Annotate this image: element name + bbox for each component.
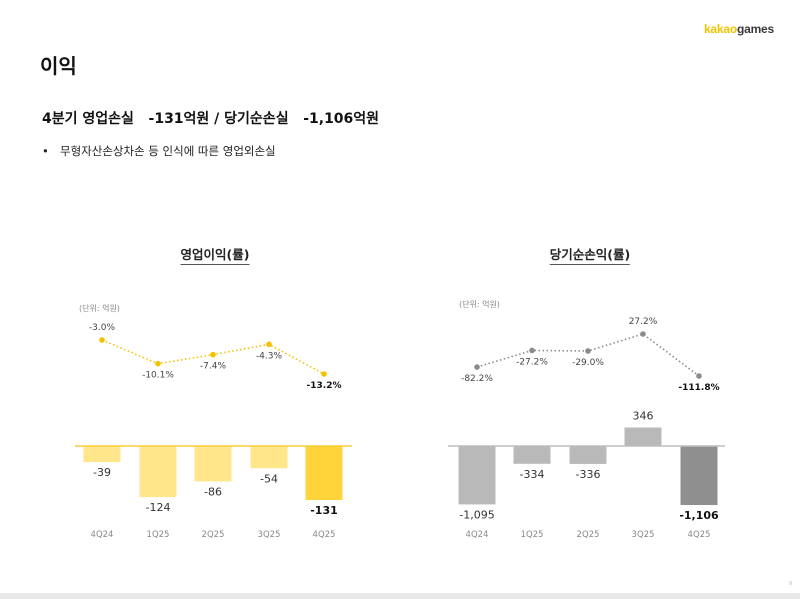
operating-margin-point-3Q25 bbox=[266, 341, 272, 348]
net-bar-value-3Q25: 346 bbox=[633, 410, 654, 423]
net-margin-label-2Q25: -29.0% bbox=[572, 358, 604, 368]
logo-games-text: games bbox=[736, 22, 774, 36]
net-margin-line bbox=[476, 333, 700, 377]
operating-category-label-4Q24: 4Q24 bbox=[91, 530, 114, 540]
net-margin-point-4Q24 bbox=[474, 364, 480, 370]
operating-category-label-4Q25: 4Q25 bbox=[313, 530, 336, 540]
logo-kakao-text: kakao bbox=[703, 22, 737, 36]
bullet-text: 무형자산손상차손 등 인식에 따른 영업외손실 bbox=[60, 144, 276, 158]
net-category-label-4Q25: 4Q25 bbox=[688, 530, 711, 540]
operating-category-label-1Q25: 1Q25 bbox=[147, 530, 170, 540]
kakaogames-logo: kakaogames bbox=[704, 22, 774, 36]
operating-margin-point-4Q25 bbox=[321, 371, 327, 377]
operating-margin-label-4Q25: -13.2% bbox=[307, 381, 342, 391]
operating-profit-chart-title: 영업이익(률) bbox=[180, 244, 250, 265]
footer-bar bbox=[0, 593, 800, 599]
operating-margin-label-3Q25: -4.3% bbox=[256, 351, 283, 361]
net-bar-value-2Q25: -336 bbox=[576, 468, 601, 481]
summary-headline: 4분기 영업손실 -131억원 / 당기순손실 -1,106억원 bbox=[42, 111, 380, 127]
page-number: 9 bbox=[788, 581, 792, 587]
bullet-dot-icon: • bbox=[42, 144, 49, 158]
net-bar-4Q24 bbox=[458, 446, 496, 505]
net-margin-point-2Q25 bbox=[585, 348, 591, 354]
operating-bar-2Q25 bbox=[194, 446, 232, 482]
operating-category-label-3Q25: 3Q25 bbox=[258, 530, 281, 540]
operating-bar-value-4Q25: -131 bbox=[310, 504, 338, 517]
net-bar-2Q25 bbox=[569, 446, 607, 464]
operating-margin-point-1Q25 bbox=[155, 360, 161, 367]
operating-bar-value-4Q24: -39 bbox=[93, 466, 111, 479]
net-margin-label-3Q25: 27.2% bbox=[629, 317, 658, 327]
operating-bar-value-2Q25: -86 bbox=[204, 485, 222, 498]
operating-bar-4Q24 bbox=[83, 446, 121, 463]
net-bar-value-4Q25: -1,106 bbox=[679, 509, 719, 522]
net-bar-3Q25 bbox=[624, 427, 662, 446]
net-margin-label-4Q24: -82.2% bbox=[461, 374, 493, 384]
net-bar-value-4Q24: -1,095 bbox=[459, 508, 494, 521]
net-margin-point-1Q25 bbox=[529, 347, 535, 354]
operating-margin-label-1Q25: -10.1% bbox=[142, 371, 174, 381]
operating-bar-4Q25 bbox=[305, 446, 343, 500]
net-margin-label-4Q25: -111.8% bbox=[678, 383, 719, 393]
net-category-label-3Q25: 3Q25 bbox=[632, 530, 655, 540]
net-margin-point-3Q25 bbox=[640, 331, 646, 337]
operating-bar-1Q25 bbox=[139, 446, 177, 498]
operating-bar-3Q25 bbox=[250, 446, 288, 469]
net-margin-label-1Q25: -27.2% bbox=[516, 357, 548, 367]
operating-margin-point-4Q24 bbox=[99, 337, 105, 343]
operating-margin-point-2Q25 bbox=[210, 351, 216, 358]
page-title: 이익 bbox=[40, 54, 77, 78]
net-category-label-2Q25: 2Q25 bbox=[577, 530, 600, 540]
operating-bar-value-1Q25: -124 bbox=[146, 501, 171, 514]
net-profit-chart-title: 당기순손익(률) bbox=[549, 244, 631, 265]
net-unit-label: (단위: 억원) bbox=[459, 300, 500, 309]
net-margin-point-4Q25 bbox=[696, 373, 702, 379]
net-bar-1Q25 bbox=[513, 446, 551, 464]
operating-bar-value-3Q25: -54 bbox=[260, 472, 278, 485]
bullet-item: • 무형자산손상차손 등 인식에 따른 영업외손실 bbox=[42, 143, 276, 159]
net-bar-value-1Q25: -334 bbox=[520, 468, 545, 481]
operating-margin-label-4Q24: -3.0% bbox=[89, 323, 116, 333]
net-category-label-4Q24: 4Q24 bbox=[466, 530, 489, 540]
operating-margin-label-2Q25: -7.4% bbox=[200, 362, 227, 372]
net-bar-4Q25 bbox=[680, 446, 718, 505]
operating-unit-label: (단위: 억원) bbox=[79, 304, 120, 313]
operating-category-label-2Q25: 2Q25 bbox=[202, 530, 225, 540]
net-category-label-1Q25: 1Q25 bbox=[521, 530, 544, 540]
